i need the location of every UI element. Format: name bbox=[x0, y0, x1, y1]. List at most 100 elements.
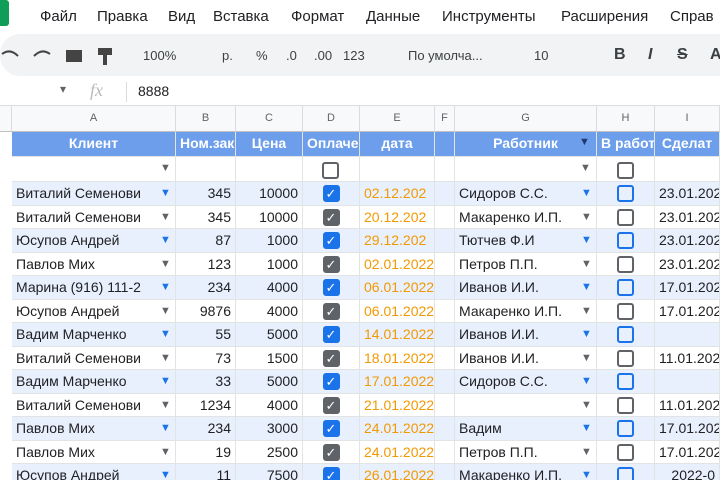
done-cell[interactable]: 23.01.202 bbox=[655, 252, 720, 276]
order-cell[interactable]: 345 bbox=[176, 205, 236, 229]
checkbox[interactable] bbox=[617, 185, 634, 202]
done-cell[interactable]: 17.01.202 bbox=[655, 440, 720, 464]
in-work-cell[interactable] bbox=[597, 182, 655, 206]
client-cell[interactable]: Марина (916) 111-2 bbox=[12, 276, 176, 300]
checkbox[interactable] bbox=[617, 232, 634, 249]
worker-cell[interactable]: Сидоров С.С. bbox=[455, 370, 597, 394]
price-cell[interactable]: 1000 bbox=[236, 229, 303, 253]
column-letter[interactable]: E bbox=[360, 106, 435, 132]
price-cell[interactable]: 4000 bbox=[236, 299, 303, 323]
checkbox[interactable] bbox=[617, 349, 634, 367]
worker-cell[interactable]: Сидоров С.С. bbox=[455, 182, 597, 206]
menu-item[interactable]: Правка bbox=[97, 8, 148, 25]
client-cell[interactable]: Вадим Марченко bbox=[12, 323, 176, 347]
checkbox[interactable] bbox=[617, 255, 634, 273]
date-cell[interactable]: 14.01.2022 bbox=[360, 323, 435, 347]
column-letter[interactable]: D bbox=[303, 106, 360, 132]
worker-cell[interactable]: Иванов И.И. bbox=[455, 323, 597, 347]
namebox-arrow[interactable]: ▾ bbox=[60, 82, 67, 96]
date-cell[interactable]: 24.01.2022 bbox=[360, 440, 435, 464]
date-cell[interactable]: 06.01.2022 bbox=[360, 276, 435, 300]
done-cell[interactable]: 17.01.202 bbox=[655, 417, 720, 441]
date-cell[interactable]: 02.01.2022 bbox=[360, 252, 435, 276]
worker-cell[interactable]: Вадим bbox=[455, 417, 597, 441]
column-letter[interactable]: G bbox=[455, 106, 597, 132]
done-cell[interactable] bbox=[655, 323, 720, 347]
date-cell[interactable]: 18.01.2022 bbox=[360, 346, 435, 370]
column-letter[interactable]: A bbox=[12, 106, 176, 132]
in-work-cell[interactable] bbox=[597, 276, 655, 300]
done-cell[interactable]: 23.01.202 bbox=[655, 205, 720, 229]
in-work-cell[interactable] bbox=[597, 417, 655, 441]
in-work-cell[interactable] bbox=[597, 346, 655, 370]
checkbox[interactable]: ✓ bbox=[322, 349, 340, 367]
checkbox[interactable]: ✓ bbox=[322, 279, 340, 296]
checkbox[interactable] bbox=[617, 443, 634, 461]
column-letter[interactable]: C bbox=[236, 106, 303, 132]
formula-value[interactable]: 8888 bbox=[138, 83, 170, 99]
worker-cell[interactable]: Петров П.П. bbox=[455, 440, 597, 464]
date-cell[interactable]: 26.01.2022 bbox=[360, 464, 435, 480]
worker-cell[interactable]: Иванов И.И. bbox=[455, 276, 597, 300]
order-cell[interactable]: 87 bbox=[176, 229, 236, 253]
done-cell[interactable] bbox=[655, 370, 720, 394]
toolbar-dec-more[interactable]: .00 bbox=[314, 48, 333, 63]
menu-item[interactable]: Справ bbox=[670, 8, 714, 25]
checkbox[interactable] bbox=[617, 396, 634, 414]
in-work-cell[interactable] bbox=[597, 252, 655, 276]
order-cell[interactable]: 9876 bbox=[176, 299, 236, 323]
in-work-cell[interactable] bbox=[597, 440, 655, 464]
checkbox[interactable]: ✓ bbox=[322, 208, 340, 226]
order-cell[interactable]: 123 bbox=[176, 252, 236, 276]
toolbar-italic[interactable]: I bbox=[648, 46, 653, 63]
worker-cell[interactable]: Иванов И.И. bbox=[455, 346, 597, 370]
price-cell[interactable]: 3000 bbox=[236, 417, 303, 441]
checkbox[interactable] bbox=[617, 162, 634, 179]
date-cell[interactable]: 20.12.202 bbox=[360, 205, 435, 229]
checkbox[interactable]: ✓ bbox=[322, 185, 340, 202]
done-cell[interactable]: 11.01.202 bbox=[655, 393, 720, 417]
checkbox[interactable] bbox=[617, 467, 634, 480]
done-cell[interactable]: 11.01.202 bbox=[655, 346, 720, 370]
order-cell[interactable]: 234 bbox=[176, 417, 236, 441]
print[interactable] bbox=[66, 50, 82, 62]
checkbox[interactable]: ✓ bbox=[322, 326, 340, 343]
menu-item[interactable]: Вставка bbox=[213, 8, 269, 25]
worker-cell[interactable]: Тютчев Ф.И bbox=[455, 229, 597, 253]
checkbox[interactable] bbox=[617, 373, 634, 390]
date-cell[interactable]: 02.12.202 bbox=[360, 182, 435, 206]
checkbox[interactable]: ✓ bbox=[322, 373, 340, 390]
order-cell[interactable]: 55 bbox=[176, 323, 236, 347]
checkbox[interactable] bbox=[617, 279, 634, 296]
toolbar-format[interactable]: 123 bbox=[343, 48, 365, 63]
done-cell[interactable]: 23.01.202 bbox=[655, 229, 720, 253]
toolbar-dec-less[interactable]: .0 bbox=[286, 48, 297, 63]
done-cell[interactable]: 23.01.202 bbox=[655, 182, 720, 206]
checkbox[interactable]: ✓ bbox=[322, 396, 340, 414]
client-cell[interactable]: Виталий Семенови bbox=[12, 205, 176, 229]
price-cell[interactable]: 5000 bbox=[236, 370, 303, 394]
price-cell[interactable]: 10000 bbox=[236, 205, 303, 229]
date-cell[interactable]: 17.01.2022 bbox=[360, 370, 435, 394]
order-cell[interactable]: 33 bbox=[176, 370, 236, 394]
in-work-cell[interactable] bbox=[597, 229, 655, 253]
worker-cell[interactable]: Петров П.П. bbox=[455, 252, 597, 276]
price-cell[interactable]: 7500 bbox=[236, 464, 303, 480]
checkbox[interactable]: ✓ bbox=[322, 302, 340, 320]
toolbar-font[interactable]: По умолча... bbox=[408, 48, 483, 63]
checkbox[interactable]: ✓ bbox=[322, 255, 340, 273]
client-cell[interactable]: Юсупов Андрей bbox=[12, 229, 176, 253]
price-cell[interactable]: 1500 bbox=[236, 346, 303, 370]
menu-item[interactable]: Инструменты bbox=[442, 8, 536, 25]
done-cell[interactable]: 17.01.202 bbox=[655, 276, 720, 300]
done-cell[interactable]: 17.01.202 bbox=[655, 299, 720, 323]
client-cell[interactable]: Юсупов Андрей bbox=[12, 464, 176, 480]
checkbox[interactable]: ✓ bbox=[322, 467, 340, 480]
order-cell[interactable]: 345 bbox=[176, 182, 236, 206]
order-cell[interactable]: 234 bbox=[176, 276, 236, 300]
worker-cell[interactable]: Макаренко И.П. bbox=[455, 205, 597, 229]
checkbox[interactable] bbox=[617, 302, 634, 320]
date-cell[interactable]: 29.12.202 bbox=[360, 229, 435, 253]
redo[interactable] bbox=[33, 50, 51, 57]
toolbar-percent[interactable]: % bbox=[256, 48, 268, 63]
